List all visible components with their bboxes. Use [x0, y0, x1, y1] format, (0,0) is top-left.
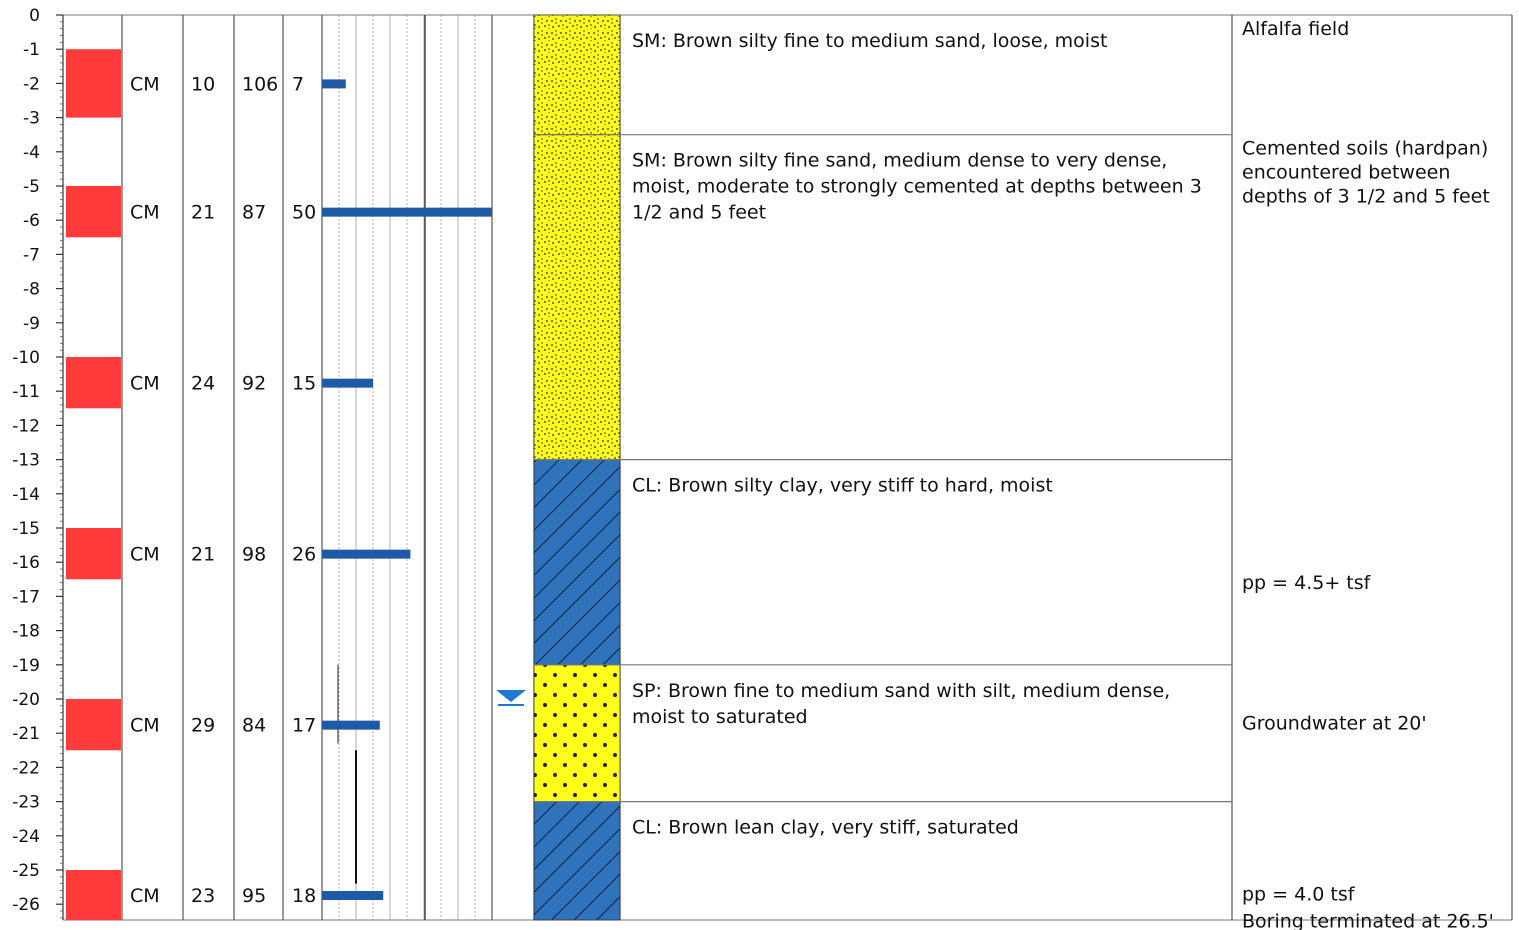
groundwater-triangle — [496, 690, 526, 702]
depth-tick-label: -9 — [23, 314, 40, 334]
blow-count-bar — [322, 79, 346, 89]
depth-tick-label: -5 — [23, 177, 40, 197]
stratum-description: CL: Brown silty clay, very stiff to hard… — [632, 475, 1053, 497]
sample-type: CM — [130, 73, 160, 95]
remark-text: pp = 4.0 tsf — [1242, 883, 1356, 905]
depth-tick-label: -4 — [23, 143, 40, 163]
moisture-content: 10 — [191, 73, 215, 95]
dry-density: 87 — [242, 202, 266, 224]
blow-count: 18 — [292, 885, 316, 907]
stratum-pattern-4 — [533, 664, 621, 802]
remarks-column: Alfalfa field Cemented soils (hardpan) enc… — [1242, 18, 1494, 930]
depth-tick-label: -22 — [12, 758, 40, 778]
log-grid — [63, 14, 1513, 921]
blow-count-graph — [322, 79, 492, 900]
sample-marker — [66, 699, 121, 751]
depth-tick-label: -19 — [12, 656, 40, 676]
depth-tick-label: -15 — [12, 519, 40, 539]
depth-tick-label: -1 — [23, 40, 40, 60]
depth-tick-label: -25 — [12, 861, 40, 881]
remark-text: Cemented soils (hardpan) encountered betw… — [1242, 138, 1490, 208]
dry-density: 106 — [242, 73, 278, 95]
sample-type: CM — [130, 885, 160, 907]
depth-tick-label: -8 — [23, 280, 40, 300]
depth-tick-label: -26 — [12, 895, 40, 915]
blow-count-bar — [322, 720, 380, 730]
moisture-content: 21 — [191, 202, 215, 224]
moisture-content: 23 — [191, 885, 215, 907]
remark-text: Groundwater at 20' — [1242, 712, 1427, 734]
blow-count: 50 — [292, 202, 316, 224]
dry-density: 98 — [242, 544, 266, 566]
sample-column — [66, 49, 121, 920]
sample-marker — [66, 186, 121, 238]
depth-tick-label: -13 — [12, 451, 40, 471]
depth-tick-label: -11 — [12, 382, 40, 402]
blow-count-bar — [322, 891, 384, 900]
depth-tick-label: -24 — [12, 827, 40, 847]
depth-axis: 0 -1 -2 -3 -4 -5 -6 -7 -8 -9 -10 -11 -12 -13 -14 -15 -16… — [12, 6, 64, 920]
strata-column — [533, 14, 1232, 921]
blow-count-bar — [322, 207, 492, 217]
sample-marker — [66, 870, 121, 920]
description-column: SM: Brown silty fine to medium sand, loo… — [632, 30, 1202, 839]
sample-marker — [66, 528, 121, 580]
stratum-description: SP: Brown fine to medium sand with silt,… — [632, 680, 1170, 728]
stratum-pattern-2 — [533, 134, 621, 460]
stratum-description: SM: Brown silty fine sand, medium dense … — [632, 150, 1202, 224]
stratum-pattern-5 — [533, 801, 621, 921]
groundwater-marker — [496, 690, 526, 706]
depth-tick-label: -18 — [12, 622, 40, 642]
dry-density: 95 — [242, 885, 266, 907]
depth-tick-label: -21 — [12, 724, 40, 744]
stratum-description: SM: Brown silty fine to medium sand, loo… — [632, 30, 1107, 52]
blow-count: 15 — [292, 373, 316, 395]
depth-tick-label: -10 — [12, 348, 40, 368]
depth-tick-label: -16 — [12, 553, 40, 573]
blow-count: 17 — [292, 715, 316, 737]
stratum-pattern-1 — [533, 14, 621, 136]
depth-tick-label: -2 — [23, 74, 40, 94]
sample-type: CM — [130, 715, 160, 737]
stratum-pattern-3 — [533, 459, 621, 666]
sample-marker — [66, 357, 121, 409]
blow-count: 7 — [292, 73, 304, 95]
remark-text: Alfalfa field — [1242, 18, 1349, 40]
stratum-description: CL: Brown lean clay, very stiff, saturat… — [632, 817, 1019, 839]
depth-tick-label: -20 — [12, 690, 40, 710]
depth-tick-label: -6 — [23, 211, 40, 231]
depth-tick-label: 0 — [29, 6, 40, 26]
remark-text: pp = 4.5+ tsf — [1242, 572, 1372, 594]
blow-count-bar — [322, 549, 411, 559]
remark-text: Boring terminated at 26.5' — [1242, 911, 1494, 930]
moisture-content: 21 — [191, 544, 215, 566]
moisture-content: 24 — [191, 373, 215, 395]
depth-tick-label: -17 — [12, 587, 40, 607]
dry-density: 92 — [242, 373, 266, 395]
depth-tick-label: -7 — [23, 245, 40, 265]
sample-type: CM — [130, 202, 160, 224]
blow-count-bar — [322, 378, 373, 388]
moisture-content: 29 — [191, 715, 215, 737]
dry-density: 84 — [242, 715, 266, 737]
depth-tick-label: -12 — [12, 416, 40, 436]
sample-data-columns: CM 10 106 7 CM 21 87 50 CM 24 92 15 CM 21 98 26 CM 29 84 17… — [130, 73, 316, 907]
blow-count: 26 — [292, 544, 316, 566]
sample-type: CM — [130, 544, 160, 566]
depth-tick-label: -23 — [12, 793, 40, 813]
sample-type: CM — [130, 373, 160, 395]
sample-marker — [66, 49, 121, 118]
depth-tick-label: -3 — [23, 109, 40, 129]
depth-tick-label: -14 — [12, 485, 40, 505]
